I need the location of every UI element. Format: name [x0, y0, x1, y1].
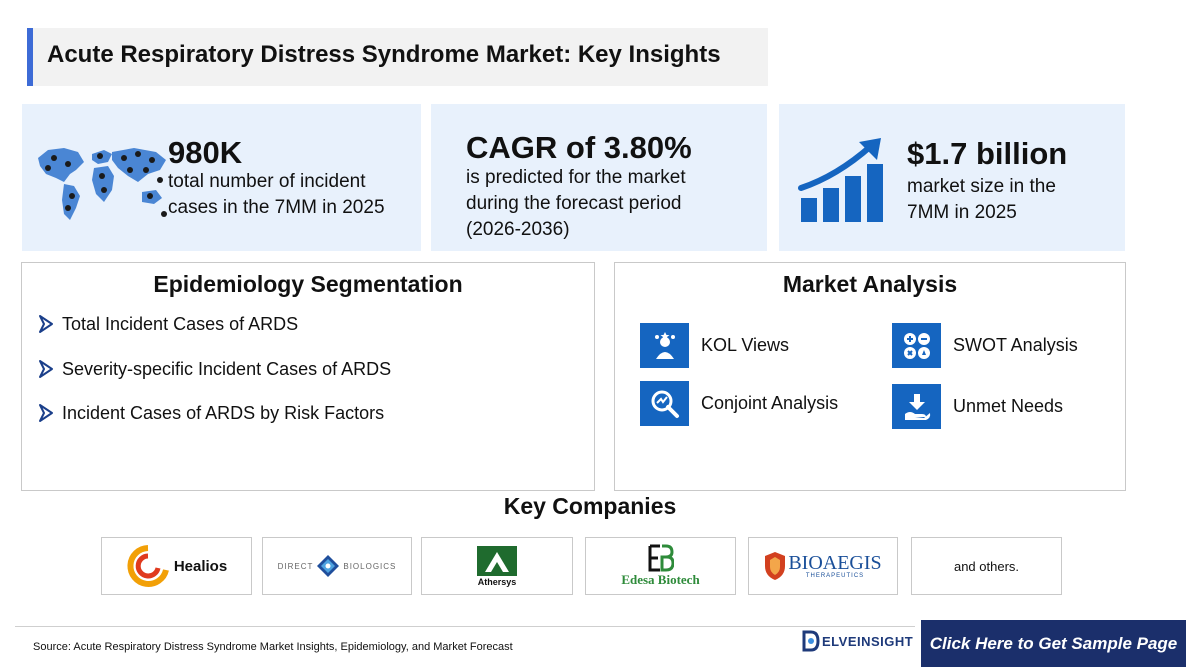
source-text: Source: Acute Respiratory Distress Syndr…	[33, 641, 513, 653]
stat-desc-market-size: market size in the 7MM in 2025	[907, 174, 1056, 226]
chevron-right-icon	[39, 404, 53, 422]
stat-desc-line: total number of incident	[168, 171, 366, 192]
key-companies-title: Key Companies	[503, 493, 677, 519]
chevron-right-icon	[39, 360, 53, 378]
brand-name: ELVEINSIGHT	[822, 633, 914, 649]
market-analysis-item-conjoint: Conjoint Analysis	[640, 381, 838, 426]
company-subname: THERAPEUTICS	[805, 573, 865, 579]
company-logo-edesa: Edesa Biotech	[585, 537, 736, 595]
epidemiology-item: Severity-specific Incident Cases of ARDS	[62, 358, 392, 379]
footer-divider	[15, 626, 915, 627]
stat-card-incident-cases: 980K total number of incident cases in t…	[22, 104, 421, 251]
stat-desc-line: cases in the 7MM in 2025	[168, 197, 385, 218]
company-name-part: DIRECT	[277, 561, 314, 571]
company-others: and others.	[911, 537, 1062, 595]
company-name: Edesa Biotech	[621, 572, 700, 587]
stat-card-cagr: CAGR of 3.80% is predicted for the marke…	[431, 104, 767, 251]
stat-desc-cagr: is predicted for the market during the f…	[466, 165, 686, 243]
company-name: BIOAEGIS	[788, 552, 882, 574]
unmet-needs-icon	[892, 384, 941, 429]
company-logo-direct-biologics: DIRECT BIOLOGICS	[262, 537, 412, 595]
world-map-icon	[38, 148, 167, 220]
delveinsight-logo-icon	[802, 630, 820, 652]
market-analysis-item-unmet-needs: Unmet Needs	[892, 384, 1063, 429]
sample-page-button-label: Click Here to Get Sample Page	[929, 633, 1178, 653]
epidemiology-item: Total Incident Cases of ARDS	[62, 313, 299, 334]
title-bar: Acute Respiratory Distress Syndrome Mark…	[27, 28, 768, 86]
company-name-part: BIOLOGICS	[343, 561, 397, 571]
company-logo-athersys: Athersys	[421, 537, 573, 595]
company-name: Athersys	[477, 576, 517, 587]
epidemiology-panel: Epidemiology Segmentation Total Incident…	[21, 262, 595, 491]
company-logo-bioaegis: BIOAEGIS THERAPEUTICS	[748, 537, 898, 595]
edesa-logo-icon	[648, 544, 674, 572]
title-accent-bar	[27, 28, 33, 86]
others-label: and others.	[953, 558, 1020, 574]
stat-desc-line: 7MM in 2025	[907, 202, 1017, 223]
swot-icon	[892, 323, 941, 368]
stat-desc-line: (2026-2036)	[466, 219, 570, 240]
bioaegis-shield-icon	[765, 552, 786, 580]
list-item: Incident Cases of ARDS by Risk Factors	[38, 400, 384, 426]
company-name: Healios	[173, 557, 228, 575]
market-analysis-label: Unmet Needs	[953, 396, 1064, 416]
market-analysis-label: SWOT Analysis	[953, 335, 1078, 355]
direct-biologics-logo-icon	[317, 555, 340, 577]
stat-desc-incident: total number of incident cases in the 7M…	[168, 169, 385, 221]
page-title: Acute Respiratory Distress Syndrome Mark…	[47, 41, 721, 68]
stat-desc-line: market size in the	[907, 176, 1056, 197]
stat-desc-line: is predicted for the market	[466, 167, 686, 188]
stat-value-cagr: CAGR of 3.80%	[466, 130, 692, 165]
athersys-logo-icon	[477, 545, 517, 576]
epidemiology-item: Incident Cases of ARDS by Risk Factors	[62, 402, 385, 423]
sample-page-button[interactable]: Click Here to Get Sample Page	[921, 620, 1186, 667]
growth-chart-icon	[798, 138, 883, 222]
stat-card-market-size: $1.7 billion market size in the 7MM in 2…	[779, 104, 1125, 251]
delveinsight-logo: ELVEINSIGHT	[802, 630, 913, 652]
conjoint-icon	[640, 381, 689, 426]
market-analysis-label: Conjoint Analysis	[701, 393, 839, 413]
market-analysis-item-kol: KOL Views	[640, 323, 789, 368]
healios-logo-icon	[127, 545, 169, 587]
epidemiology-title: Epidemiology Segmentation	[153, 271, 463, 297]
stat-value-market-size: $1.7 billion	[907, 136, 1068, 171]
market-analysis-panel: Market Analysis KOL Views SWOT Analysis …	[614, 262, 1126, 491]
chevron-right-icon	[39, 315, 53, 333]
market-analysis-item-swot: SWOT Analysis	[892, 323, 1078, 368]
stat-value-incident: 980K	[168, 135, 243, 170]
company-logo-healios: Healios	[101, 537, 252, 595]
market-analysis-label: KOL Views	[701, 335, 790, 355]
list-item: Severity-specific Incident Cases of ARDS	[38, 356, 391, 382]
market-analysis-title: Market Analysis	[782, 271, 958, 297]
stat-desc-line: during the forecast period	[466, 193, 682, 214]
kol-icon	[640, 323, 689, 368]
list-item: Total Incident Cases of ARDS	[38, 311, 298, 337]
